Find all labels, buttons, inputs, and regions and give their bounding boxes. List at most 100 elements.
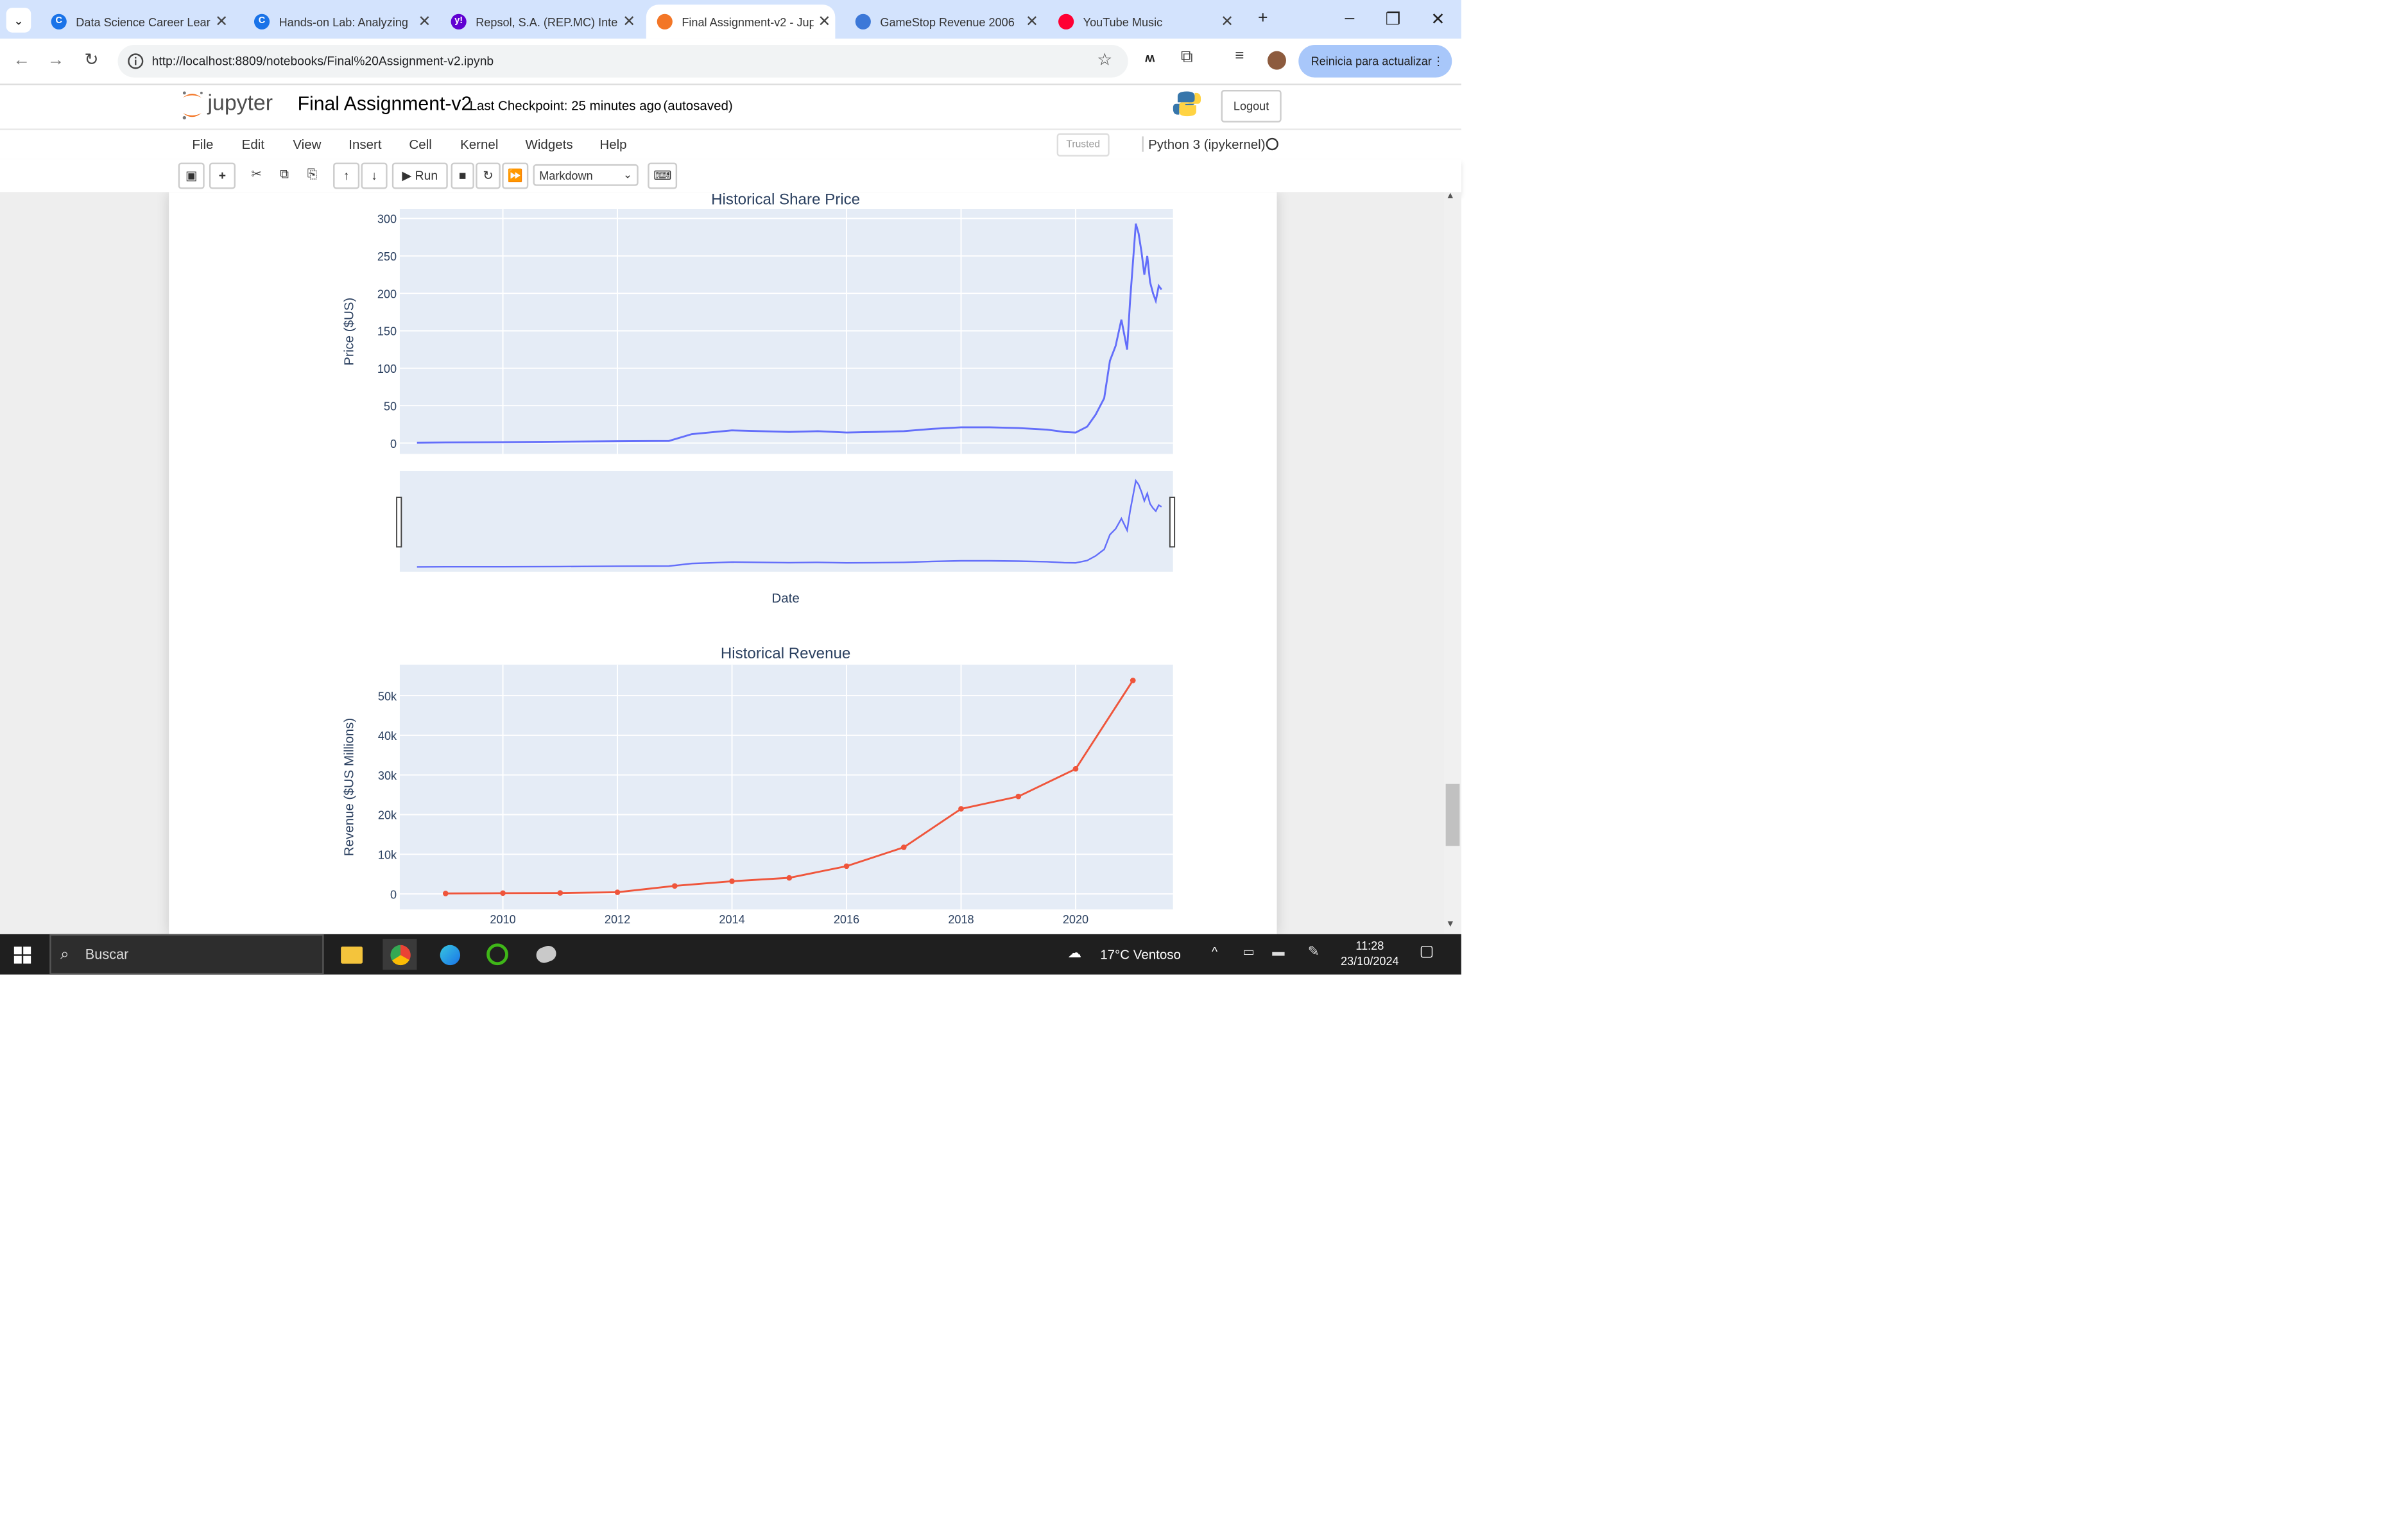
jupyter-logo-text[interactable]: jupyter bbox=[207, 90, 273, 115]
tab-close-icon[interactable]: ✕ bbox=[215, 13, 228, 31]
revenue-point bbox=[843, 863, 850, 869]
chrome-icon[interactable] bbox=[383, 939, 417, 970]
cut-icon[interactable]: ✂ bbox=[251, 167, 262, 182]
scroll-up-icon[interactable]: ▲ bbox=[1445, 192, 1456, 201]
scrollbar-thumb[interactable] bbox=[1445, 783, 1460, 846]
chevron-up-icon[interactable]: ^ bbox=[1212, 945, 1218, 959]
update-button[interactable]: Reinicia para actualizar ⋮ bbox=[1298, 45, 1452, 78]
chevron-down-icon: ⌄ bbox=[13, 13, 24, 28]
command-palette-button[interactable]: ⌨ bbox=[648, 162, 678, 189]
range-slider-background bbox=[399, 470, 1173, 572]
browser-tab[interactable]: Final Assignment-v2 - Jup ✕ bbox=[646, 4, 836, 39]
run-button[interactable]: ▶ Run bbox=[391, 162, 448, 189]
browser-tab[interactable]: C Data Science Career Lear ✕ bbox=[40, 4, 232, 39]
menubar: File Edit View Insert Cell Kernel Widget… bbox=[0, 128, 1461, 159]
kernel-name[interactable]: Python 3 (ipykernel) bbox=[1142, 136, 1266, 152]
copy-icon[interactable]: ⧉ bbox=[280, 167, 289, 182]
move-down-button[interactable]: ↓ bbox=[361, 162, 388, 189]
meet-icon[interactable]: ▭ bbox=[1243, 945, 1255, 959]
weather-text[interactable]: 17°C Ventoso bbox=[1100, 946, 1181, 963]
battery-icon[interactable]: ▬ bbox=[1272, 945, 1285, 959]
logout-button[interactable]: Logout bbox=[1221, 90, 1282, 123]
edge-icon[interactable] bbox=[433, 939, 467, 970]
notebook-name[interactable]: Final Assignment-v2 bbox=[297, 92, 472, 115]
range-slider-handle-left[interactable] bbox=[396, 497, 402, 548]
media-icon[interactable]: ≡ bbox=[1235, 47, 1244, 65]
x-tick-label: 2016 bbox=[834, 913, 859, 926]
trusted-indicator[interactable]: Trusted bbox=[1056, 133, 1110, 157]
tab-search-button[interactable]: ⌄ bbox=[6, 8, 31, 33]
app-cursor-icon[interactable] bbox=[528, 939, 562, 970]
windows-start-icon[interactable] bbox=[13, 946, 31, 964]
taskbar: ⌕ Buscar ☁ 17°C Ventoso ^ ▭ ▬ ✎ 11:28 23… bbox=[0, 934, 1461, 975]
close-window-button[interactable]: ✕ bbox=[1416, 4, 1460, 32]
file-explorer-icon[interactable] bbox=[335, 939, 369, 970]
menu-file[interactable]: File bbox=[192, 136, 214, 152]
menu-help[interactable]: Help bbox=[599, 136, 627, 152]
puzzle-icon[interactable]: ⧉ bbox=[1180, 47, 1193, 67]
weather-icon[interactable]: ☁ bbox=[1067, 945, 1082, 961]
avatar[interactable] bbox=[1267, 51, 1286, 70]
minimize-button[interactable]: – bbox=[1328, 4, 1372, 32]
revenue-point bbox=[729, 878, 735, 884]
range-slider-handle-right[interactable] bbox=[1169, 497, 1176, 548]
restart-button[interactable]: ↻ bbox=[476, 162, 501, 189]
menu-kernel[interactable]: Kernel bbox=[460, 136, 499, 152]
taskbar-clock[interactable]: 11:28 23/10/2024 bbox=[1330, 939, 1411, 970]
menu-insert[interactable]: Insert bbox=[348, 136, 382, 152]
kernel-status-icon bbox=[1266, 137, 1278, 151]
info-icon bbox=[128, 53, 144, 69]
restart-run-all-button[interactable]: ⏩ bbox=[502, 162, 529, 189]
tab-close-icon[interactable]: ✕ bbox=[1025, 13, 1039, 31]
menu-edit[interactable]: Edit bbox=[241, 136, 265, 152]
arrow-left-icon: ← bbox=[13, 51, 31, 70]
revenue-point bbox=[958, 806, 964, 812]
star-icon[interactable]: ☆ bbox=[1097, 51, 1113, 70]
reload-button[interactable]: ↻ bbox=[79, 48, 104, 73]
tab-close-icon[interactable]: ✕ bbox=[1221, 13, 1234, 31]
tab-close-icon[interactable]: ✕ bbox=[623, 13, 636, 31]
save-button[interactable]: ▣ bbox=[178, 162, 205, 189]
scroll-down-icon[interactable]: ▼ bbox=[1445, 920, 1456, 930]
arrow-up-icon: ↑ bbox=[343, 169, 350, 183]
browser-tab-bar: ⌄ C Data Science Career Lear ✕ C Hands-on La… bbox=[0, 0, 1461, 39]
taskbar-search[interactable]: ⌕ bbox=[49, 934, 324, 975]
interrupt-button[interactable]: ■ bbox=[451, 162, 474, 189]
revenue-point bbox=[1072, 766, 1079, 772]
tab-close-icon[interactable]: ✕ bbox=[418, 13, 431, 31]
price-line bbox=[417, 223, 1162, 444]
extension-icon[interactable]: ʍ bbox=[1145, 51, 1155, 65]
new-tab-button[interactable]: + bbox=[1241, 4, 1285, 32]
pen-icon[interactable]: ✎ bbox=[1307, 943, 1320, 959]
tab-title: Final Assignment-v2 - Jup bbox=[682, 14, 814, 29]
taskbar-search-placeholder[interactable]: Buscar bbox=[85, 946, 129, 963]
y-tick-label: 0 bbox=[390, 888, 397, 901]
cell-type-select[interactable]: Markdown ⌄ bbox=[533, 164, 639, 186]
forward-button[interactable]: → bbox=[44, 48, 69, 73]
notification-icon[interactable]: ▢ bbox=[1419, 943, 1434, 961]
omnibox[interactable]: http://localhost:8809/notebooks/Final%20… bbox=[117, 45, 1128, 78]
y-axis-title: Price ($US) bbox=[341, 298, 356, 366]
paste-icon[interactable]: ⎘ bbox=[307, 167, 318, 182]
restore-button[interactable]: ❐ bbox=[1372, 4, 1415, 32]
insert-cell-button[interactable]: + bbox=[209, 162, 236, 189]
jupyter-logo-icon[interactable] bbox=[180, 90, 205, 121]
x-axis-title: Date bbox=[771, 591, 799, 606]
browser-tab[interactable]: YouTube Music ✕ bbox=[1047, 4, 1238, 39]
chevron-down-icon: ⌄ bbox=[623, 170, 633, 182]
browser-tab[interactable]: C Hands-on Lab: Analyzing ✕ bbox=[243, 4, 435, 39]
menu-widgets[interactable]: Widgets bbox=[525, 136, 573, 152]
app-ring-icon[interactable] bbox=[480, 939, 514, 970]
notebook-area: 0 50 100 150 200 250 300 Historical Share Price… bbox=[0, 192, 1461, 934]
tab-favicon-icon: y! bbox=[451, 13, 467, 30]
y-tick-label: 300 bbox=[377, 213, 397, 226]
back-button[interactable]: ← bbox=[9, 48, 34, 73]
browser-tab[interactable]: y! Repsol, S.A. (REP.MC) Inte ✕ bbox=[440, 4, 640, 39]
tab-close-icon[interactable]: ✕ bbox=[818, 13, 831, 31]
url-text[interactable]: http://localhost:8809/notebooks/Final%20… bbox=[151, 54, 494, 69]
browser-tab[interactable]: GameStop Revenue 2006 ✕ bbox=[845, 4, 1043, 39]
menu-view[interactable]: View bbox=[293, 136, 322, 152]
move-up-button[interactable]: ↑ bbox=[333, 162, 360, 189]
menu-cell[interactable]: Cell bbox=[409, 136, 432, 152]
y-axis-title: Revenue ($US Millions) bbox=[341, 718, 356, 857]
